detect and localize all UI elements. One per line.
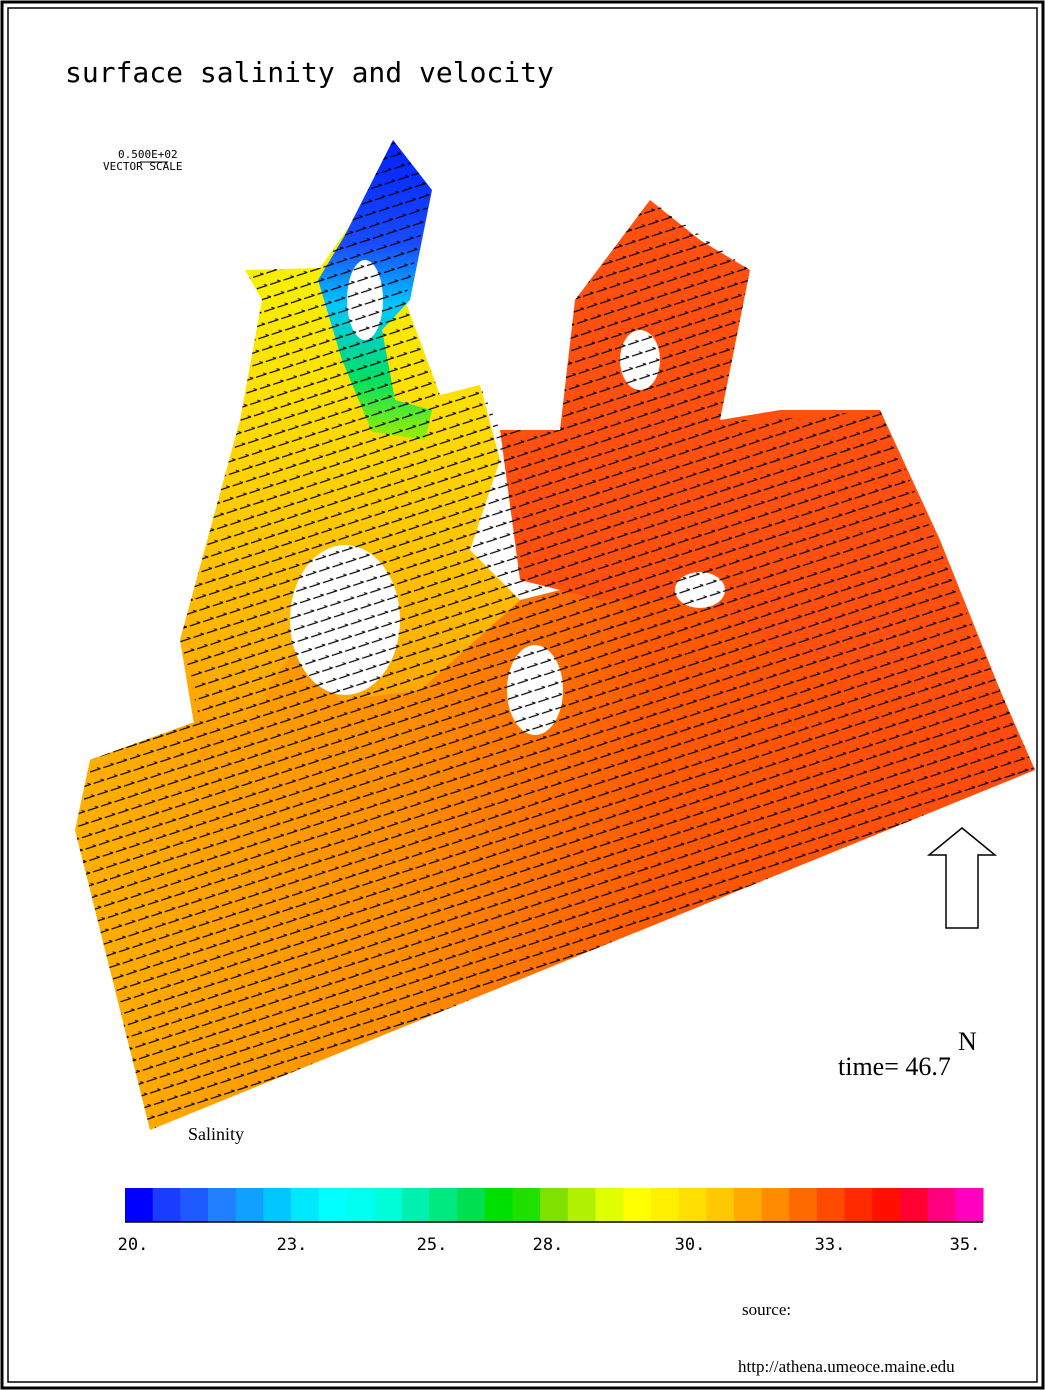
colorbar-swatch	[845, 1188, 873, 1222]
colorbar-tick-label: 35.	[950, 1235, 981, 1255]
colorbar-swatch	[955, 1188, 983, 1222]
vector-scale-label: VECTOR SCALE	[103, 160, 182, 173]
colorbar-swatch	[457, 1188, 485, 1222]
source-url: http://athena.umeoce.maine.edu	[738, 1357, 955, 1376]
colorbar-swatch	[762, 1188, 790, 1222]
colorbar-swatch	[734, 1188, 762, 1222]
colorbar-swatch	[236, 1188, 264, 1222]
figure: surface salinity and velocity 0.500E+02 …	[0, 0, 1045, 1390]
map	[75, 140, 1035, 1130]
colorbar-ticks: 20. 23. 25. 28. 30. 33. 35.	[118, 1235, 981, 1255]
colorbar-swatch	[872, 1188, 900, 1222]
colorbar-swatch	[512, 1188, 540, 1222]
colorbar-swatch	[706, 1188, 734, 1222]
title: surface salinity and velocity	[65, 56, 554, 89]
colorbar-swatch	[346, 1188, 374, 1222]
colorbar-swatch	[374, 1188, 402, 1222]
colorbar-swatch	[900, 1188, 928, 1222]
north-arrow-shape	[929, 828, 995, 928]
colorbar-swatch	[679, 1188, 707, 1222]
colorbar-swatch	[319, 1188, 347, 1222]
colorbar-swatch	[291, 1188, 319, 1222]
compass-label: N	[958, 1027, 977, 1056]
colorbar-swatch	[623, 1188, 651, 1222]
colorbar-swatch	[402, 1188, 430, 1222]
colorbar-swatch	[928, 1188, 956, 1222]
colorbar-swatch	[568, 1188, 596, 1222]
colorbar-swatch	[208, 1188, 236, 1222]
colorbar-swatch	[125, 1188, 153, 1222]
colorbar-swatch	[540, 1188, 568, 1222]
colorbar-swatch	[180, 1188, 208, 1222]
colorbar-swatch	[153, 1188, 181, 1222]
colorbar-tick-label: 30.	[675, 1235, 706, 1255]
colorbar-tick-label: 25.	[417, 1235, 448, 1255]
page: surface salinity and velocity 0.500E+02 …	[0, 0, 1045, 1390]
colorbar-tick-label: 33.	[815, 1235, 846, 1255]
colorbar-swatch	[485, 1188, 513, 1222]
colorbar-swatch	[789, 1188, 817, 1222]
colorbar-swatch	[817, 1188, 845, 1222]
colorbar	[125, 1188, 984, 1222]
colorbar-swatch	[263, 1188, 291, 1222]
colorbar-tick-label: 23.	[277, 1235, 308, 1255]
velocity-vectors	[75, 140, 1035, 1130]
colorbar-title: Salinity	[188, 1124, 244, 1144]
source-label: source:	[742, 1300, 791, 1319]
north-arrow	[929, 828, 995, 928]
colorbar-swatch	[651, 1188, 679, 1222]
colorbar-swatch	[596, 1188, 624, 1222]
colorbar-tick-label: 28.	[533, 1235, 564, 1255]
colorbar-tick-label: 20.	[118, 1235, 149, 1255]
time-label: time= 46.7	[838, 1052, 951, 1081]
colorbar-swatch	[429, 1188, 457, 1222]
